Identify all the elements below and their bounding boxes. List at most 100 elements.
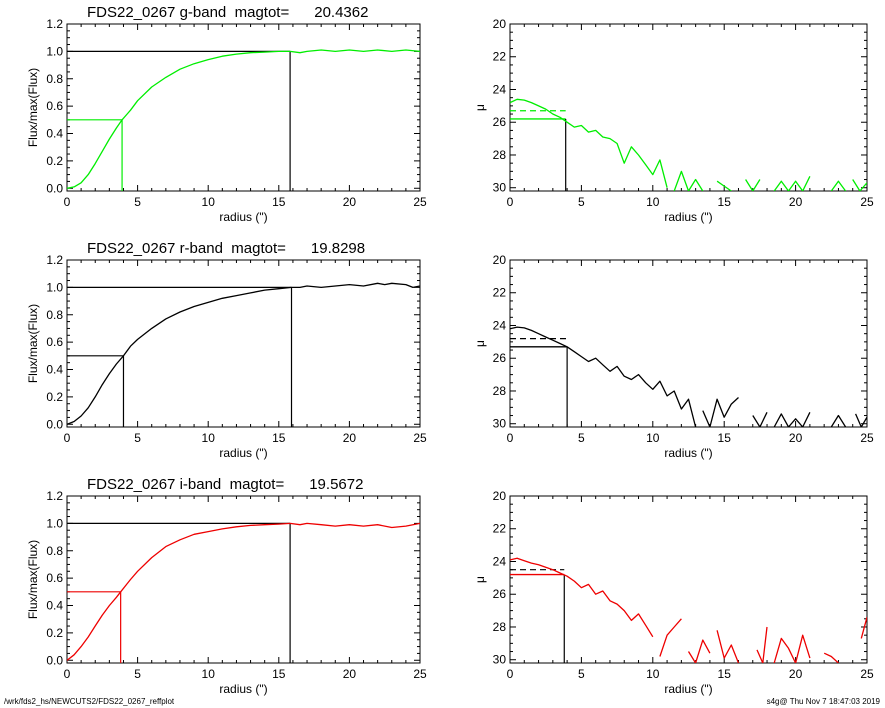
- mu-profile-series-2: [752, 412, 768, 427]
- plot-frame: [509, 23, 868, 192]
- panel-i-mu: 0 5 10 15 20 25 20 22 24 26 28 30 radius (") μ: [473, 489, 874, 696]
- x-axis-label: radius ("): [664, 210, 712, 224]
- x-tick-label: 0: [64, 195, 71, 209]
- x-tick-label: 20: [789, 667, 803, 681]
- mu-profile-series-2: [687, 639, 711, 663]
- y-tick-label: 30: [493, 181, 507, 195]
- y-tick-label: 30: [493, 417, 507, 431]
- x-tick-label: 20: [789, 431, 803, 445]
- plot-frame: [509, 495, 868, 664]
- x-tick-label: 10: [202, 667, 216, 681]
- growth-curve-series-0: [67, 49, 420, 189]
- y-tick-label: 0.2: [46, 154, 63, 168]
- plot-frame: [66, 259, 421, 428]
- y-tick-label: 1.0: [46, 44, 63, 58]
- x-tick-label: 25: [860, 431, 874, 445]
- footer-timestamp: s4g@ Thu Nov 7 18:47:03 2019: [767, 697, 881, 706]
- x-axis-label: radius ("): [664, 682, 712, 696]
- y-tick-label: 22: [493, 522, 507, 536]
- y-tick-label: 30: [493, 653, 507, 667]
- x-tick-label: 15: [718, 667, 732, 681]
- y-tick-label: 0.2: [46, 390, 63, 404]
- mu-profile-series-5: [855, 413, 867, 427]
- plot-frame: [66, 495, 421, 664]
- mu-profile-series-4: [756, 626, 768, 663]
- x-tick-label: 25: [413, 667, 427, 681]
- y-tick-label: 1.0: [46, 516, 63, 530]
- y-tick-label: 1.2: [46, 489, 63, 503]
- plot-data: [67, 522, 420, 663]
- y-tick-label: 1.2: [46, 253, 63, 267]
- y-axis-label: μ: [473, 104, 487, 111]
- plot-data: [510, 98, 867, 191]
- mu-profile-series-5: [773, 634, 811, 663]
- x-tick-label: 25: [413, 195, 427, 209]
- y-tick-label: 0.6: [46, 335, 63, 349]
- y-tick-label: 28: [493, 148, 507, 162]
- mu-profile-series-4: [830, 414, 847, 427]
- x-tick-label: 0: [507, 195, 514, 209]
- panel-title: FDS22_0267 i-band magtot= 19.5672: [87, 476, 363, 493]
- x-tick-label: 20: [343, 431, 357, 445]
- x-tick-label: 10: [646, 431, 660, 445]
- y-tick-label: 20: [493, 489, 507, 503]
- x-tick-label: 15: [272, 431, 286, 445]
- x-tick-label: 5: [134, 667, 141, 681]
- y-tick-label: 0.0: [46, 417, 63, 431]
- x-tick-label: 10: [202, 195, 216, 209]
- x-tick-label: 25: [413, 431, 427, 445]
- y-tick-label: 0.0: [46, 653, 63, 667]
- x-tick-label: 15: [718, 431, 732, 445]
- panel-title: FDS22_0267 r-band magtot= 19.8298: [87, 240, 365, 257]
- y-tick-label: 0.4: [46, 599, 63, 613]
- mu-profile-series-3: [716, 630, 740, 663]
- x-axis-label: radius ("): [219, 682, 267, 696]
- y-tick-label: 1.0: [46, 280, 63, 294]
- y-tick-label: 26: [493, 115, 507, 129]
- x-axis-label: radius ("): [219, 446, 267, 460]
- x-tick-label: 25: [860, 667, 874, 681]
- y-axis-label: μ: [473, 576, 487, 583]
- y-axis-label: Flux/max(Flux): [26, 304, 40, 383]
- y-tick-label: 0.8: [46, 72, 63, 86]
- plot-frame: [66, 23, 421, 192]
- y-tick-label: 0.8: [46, 308, 63, 322]
- x-axis-label: radius ("): [219, 210, 267, 224]
- y-tick-label: 0.2: [46, 626, 63, 640]
- mu-profile-series-2: [716, 180, 732, 191]
- y-tick-label: 0.8: [46, 544, 63, 558]
- y-axis-label: Flux/max(Flux): [26, 68, 40, 147]
- panel-i-flux: 0 5 10 15 20 25 0.0 0.2 0.4 0.6 0.8 1.0 1.2 radius ("…: [26, 476, 427, 696]
- panel-title: FDS22_0267 g-band magtot= 20.4362: [87, 4, 368, 21]
- x-tick-label: 5: [134, 195, 141, 209]
- panel-g-mu: 0 5 10 15 20 25 20 22 24 26 28 30 radius (") μ: [473, 17, 874, 224]
- x-tick-label: 20: [343, 195, 357, 209]
- x-tick-label: 25: [860, 195, 874, 209]
- x-tick-label: 0: [64, 667, 71, 681]
- plot-data: [510, 557, 867, 663]
- y-tick-label: 24: [493, 318, 507, 332]
- mu-profile-series-0: [510, 326, 697, 427]
- x-axis-label: radius ("): [664, 446, 712, 460]
- y-tick-label: 20: [493, 253, 507, 267]
- growth-curve-series-0: [67, 282, 420, 425]
- panel-r-flux: 0 5 10 15 20 25 0.0 0.2 0.4 0.6 0.8 1.0 1.2 radius ("…: [26, 240, 427, 460]
- x-tick-label: 15: [272, 195, 286, 209]
- plot-data: [510, 326, 867, 427]
- x-tick-label: 5: [578, 431, 585, 445]
- x-tick-label: 0: [507, 667, 514, 681]
- plot-frame: [509, 259, 868, 428]
- mu-profile-series-1: [702, 397, 739, 427]
- mu-profile-series-0: [510, 98, 668, 188]
- mu-profile-series-0: [510, 557, 654, 638]
- x-tick-label: 20: [789, 195, 803, 209]
- panel-r-mu: 0 5 10 15 20 25 20 22 24 26 28 30 radius (") μ: [473, 253, 874, 460]
- mu-profile-series-1: [659, 618, 682, 657]
- mu-profile-series-6: [823, 652, 839, 663]
- y-tick-label: 28: [493, 620, 507, 634]
- y-tick-label: 28: [493, 384, 507, 398]
- y-axis-label: Flux/max(Flux): [26, 540, 40, 619]
- x-tick-label: 15: [718, 195, 732, 209]
- x-tick-label: 5: [578, 195, 585, 209]
